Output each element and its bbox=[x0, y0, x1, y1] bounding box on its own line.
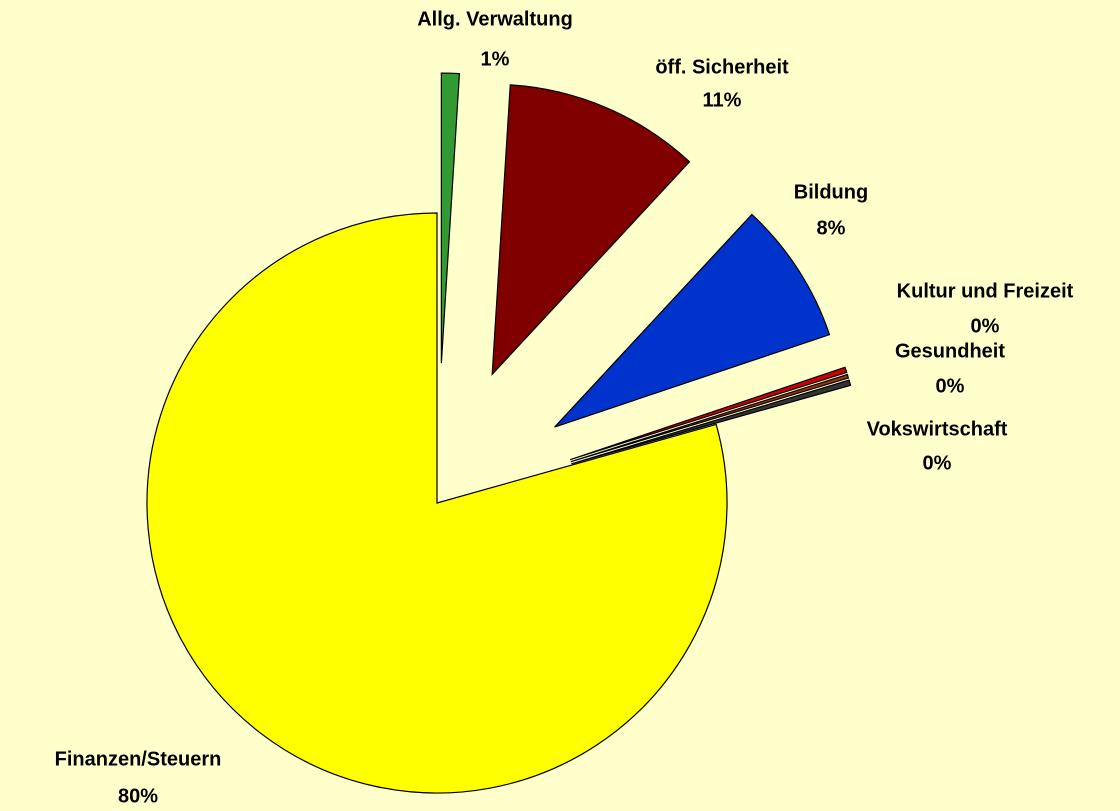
pie-slice bbox=[440, 72, 461, 364]
slice-label: öff. Sicherheit bbox=[655, 56, 789, 78]
slice-value-label: 0% bbox=[923, 452, 952, 474]
slice-label: Kultur und Freizeit bbox=[897, 280, 1074, 302]
slice-value-label: 1% bbox=[481, 48, 510, 70]
slice-label: Vokswirtschaft bbox=[867, 418, 1008, 440]
slice-label: Bildung bbox=[794, 181, 868, 203]
slice-label: Allg. Verwaltung bbox=[417, 8, 573, 30]
pie-slice bbox=[146, 212, 728, 794]
pie-slice bbox=[554, 213, 831, 428]
pie-slice bbox=[570, 373, 850, 463]
slice-value-label: 8% bbox=[817, 217, 846, 239]
slice-value-label: 11% bbox=[703, 89, 742, 111]
pie-slice bbox=[569, 366, 848, 461]
pie-slice bbox=[491, 84, 691, 376]
slice-label: Gesundheit bbox=[895, 340, 1005, 362]
slice-value-label: 0% bbox=[971, 315, 1000, 337]
slice-value-label: 80% bbox=[118, 785, 158, 807]
pie-slice bbox=[571, 379, 852, 465]
slice-value-label: 0% bbox=[936, 375, 965, 397]
slice-label: Finanzen/Steuern bbox=[55, 748, 222, 770]
